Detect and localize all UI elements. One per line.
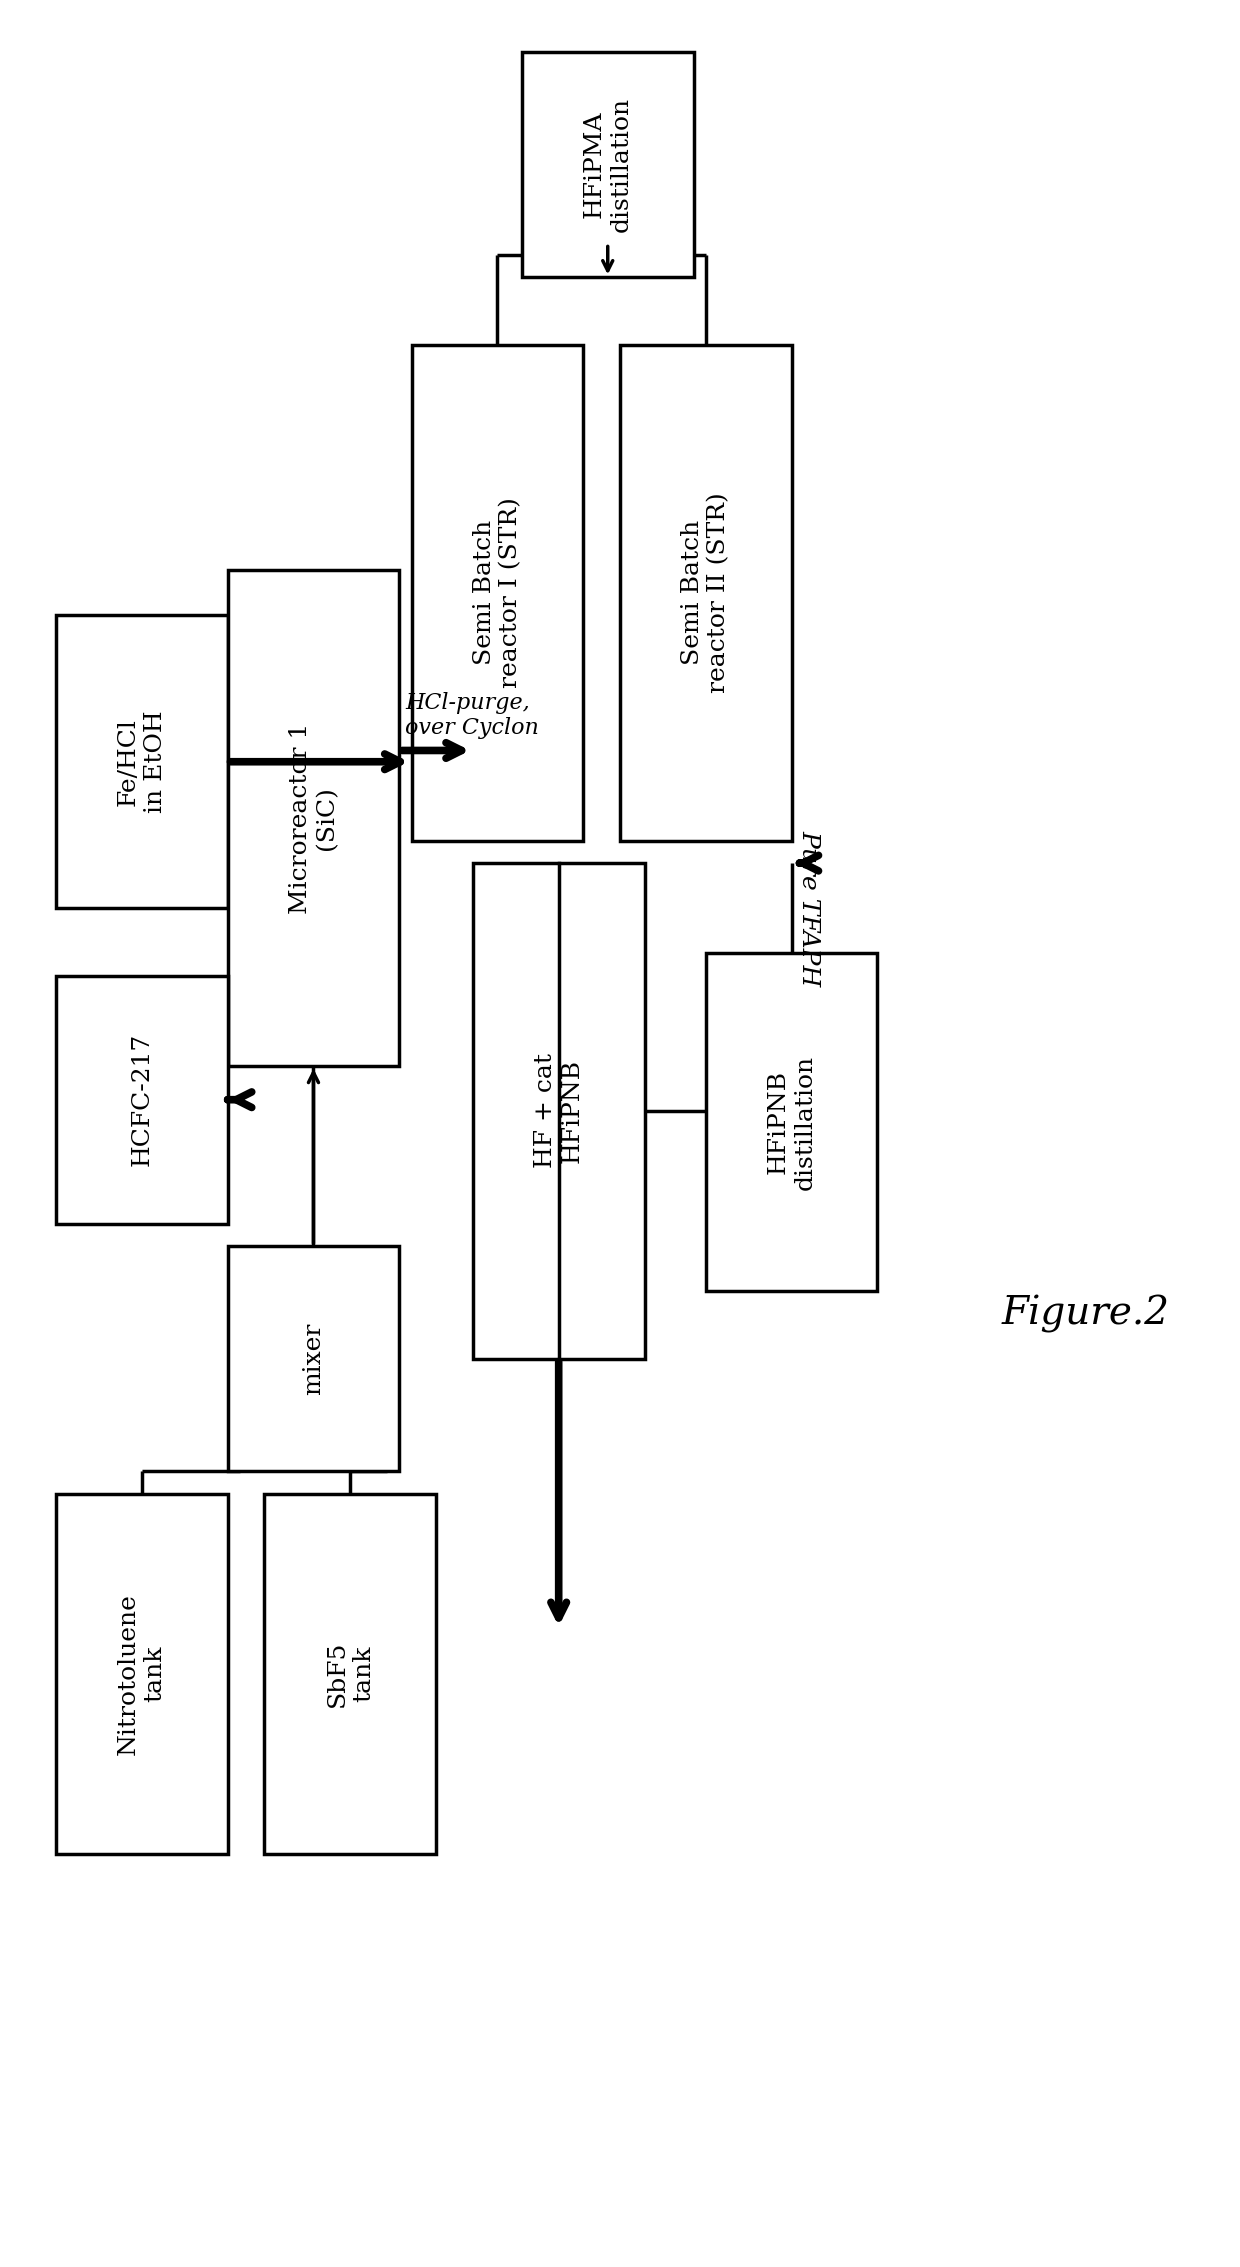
Text: HCFC-217: HCFC-217 [130,1034,154,1165]
Text: mixer: mixer [303,1322,325,1394]
Text: SbF5
tank: SbF5 tank [325,1641,374,1707]
Bar [228,1247,399,1471]
Bar [472,864,645,1358]
Text: Figure.2: Figure.2 [1002,1294,1169,1333]
Text: Pure TFAPH: Pure TFAPH [797,830,821,986]
Bar [522,52,693,277]
Bar [706,952,878,1292]
Bar [228,571,399,1065]
Text: Semi Batch
reactor I (STR): Semi Batch reactor I (STR) [472,496,522,689]
Text: HCl-purge,
over Cyclon: HCl-purge, over Cyclon [405,691,539,739]
Bar [264,1494,436,1854]
Text: HF + cat
HFiPNB: HF + cat HFiPNB [534,1054,584,1168]
Bar [620,345,791,841]
Text: Semi Batch
reactor II (STR): Semi Batch reactor II (STR) [681,492,730,694]
Bar [56,614,228,909]
Text: Microreactor 1
(SiC): Microreactor 1 (SiC) [289,723,339,914]
Bar [56,1494,228,1854]
Bar [412,345,583,841]
Text: Fe/HCl
in EtOH: Fe/HCl in EtOH [117,710,166,814]
Text: HFiPMA
distillation: HFiPMA distillation [583,97,632,231]
Text: Nitrotoluene
tank: Nitrotoluene tank [117,1594,166,1755]
Text: HFiPNB
distillation: HFiPNB distillation [766,1054,816,1190]
Bar [56,975,228,1224]
